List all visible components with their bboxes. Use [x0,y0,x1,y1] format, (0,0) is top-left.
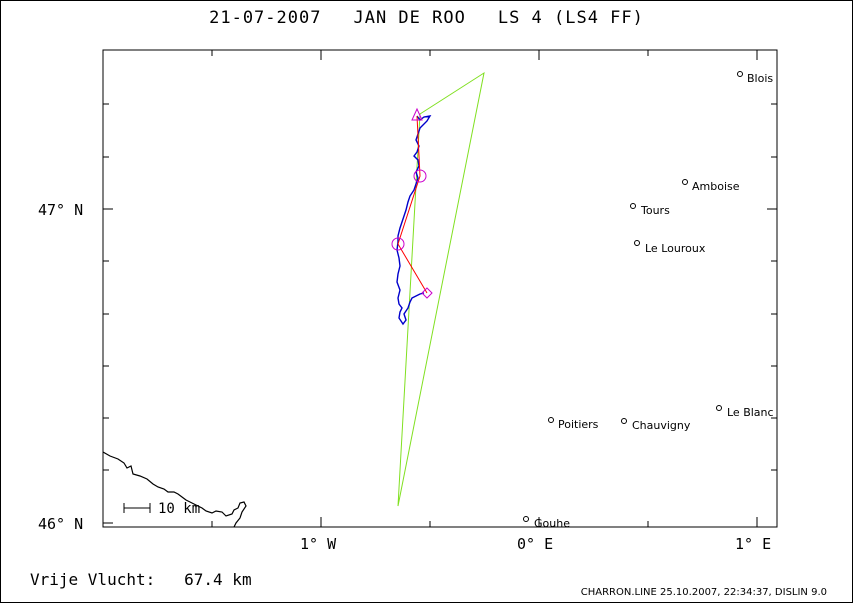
lat-ticks [103,103,777,524]
town-le-blanc: Le Blanc [727,406,774,419]
flight-title: 21-07-2007 JAN DE ROO LS 4 (LS4 FF) [0,8,853,28]
town-tours: Tours [640,204,670,217]
town-circle-icon [523,516,529,522]
result-distance: 67.4 km [184,570,252,589]
lat-label-46: 46° N [38,515,83,533]
town-circle-icon [716,405,722,411]
town-circle-icon [634,240,640,246]
pilot-name: JAN DE ROO [353,8,466,28]
town-gouhe: Gouhe [534,517,570,530]
town-circle-icon [630,203,636,209]
lon-label-1e: 1° E [735,535,771,553]
start-triangle-icon [411,107,423,121]
lon-label-0e: 0° E [517,535,553,553]
task-legs [397,115,428,294]
lat-label-47: 47° N [38,201,83,219]
town-circle-icon [682,179,688,185]
town-amboise: Amboise [692,180,740,193]
town-markers: Blois Amboise Tours Le Louroux Le Blanc … [523,71,774,530]
town-circle-icon [621,418,627,424]
town-blois: Blois [747,72,773,85]
scale-bar: 10 km [123,501,200,517]
flight-track [396,115,432,326]
result-label: Vrije Vlucht: [30,570,156,589]
lon-ticks [211,50,758,527]
result-line: Vrije Vlucht: 67.4 km [30,570,252,589]
map-border [102,49,778,528]
coastline [102,451,247,528]
town-poitiers: Poitiers [558,418,599,431]
footer-info: CHARRON.LINE 25.10.2007, 22:34:37, DISLI… [580,587,827,598]
task-triangle [397,71,485,507]
town-circle-icon [737,71,743,77]
glider-type: LS 4 (LS4 FF) [497,8,644,28]
scale-bar-label: 10 km [158,501,200,517]
town-le-louroux: Le Louroux [645,242,706,255]
finish-diamond-icon [421,287,433,299]
town-circle-icon [548,417,554,423]
town-chauvigny: Chauvigny [632,419,691,432]
lon-label-1w: 1° W [300,535,337,553]
turnpoint-circle-icon [413,169,427,183]
turnpoint-circle-icon [391,237,405,251]
flight-date: 21-07-2007 [209,8,322,28]
